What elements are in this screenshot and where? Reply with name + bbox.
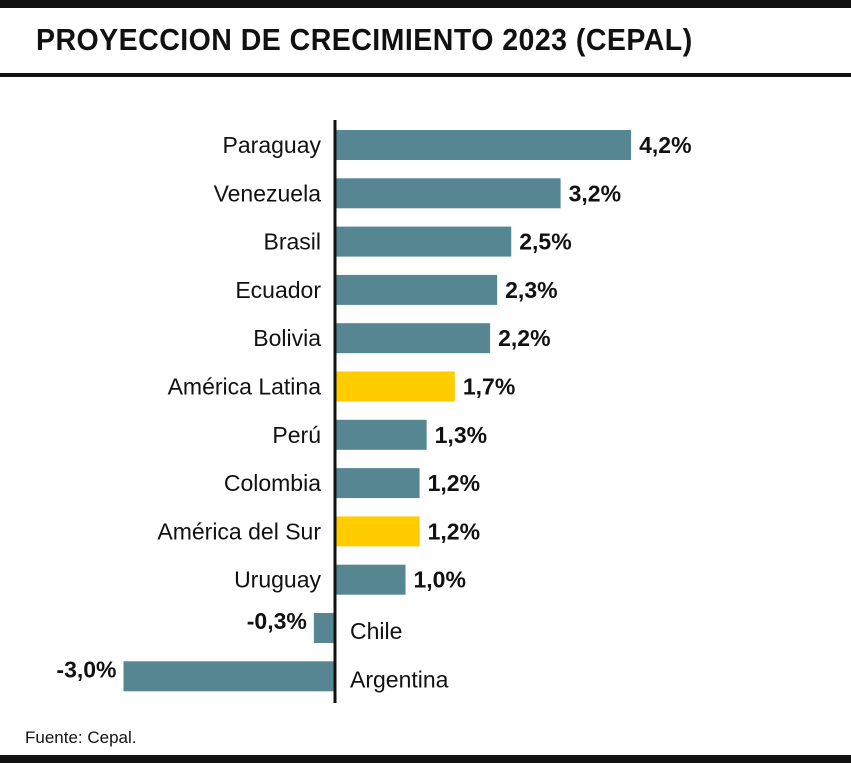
top-rule <box>0 0 851 8</box>
value-label-peru: 1,3% <box>435 422 487 448</box>
bottom-rule <box>0 755 851 763</box>
bar-brasil <box>335 226 512 257</box>
chart-title: PROYECCION DE CRECIMIENTO 2023 (CEPAL) <box>36 22 693 57</box>
category-label-paraguay: Paraguay <box>223 132 322 158</box>
value-label-paraguay: 4,2% <box>639 132 691 158</box>
category-label-america-latina: América Latina <box>168 374 322 400</box>
source-note: Fuente: Cepal. <box>25 728 137 747</box>
bar-peru <box>335 419 427 450</box>
bar-chile <box>313 613 335 643</box>
category-label-chile: Chile <box>350 618 402 644</box>
value-label-argentina: -3,0% <box>56 656 116 682</box>
bar-argentina <box>123 661 335 692</box>
bar-venezuela <box>335 178 561 209</box>
title-rule <box>0 73 851 77</box>
category-label-argentina: Argentina <box>350 666 449 692</box>
bar-ecuador <box>335 274 498 305</box>
value-label-uruguay: 1,0% <box>414 567 466 593</box>
value-label-ecuador: 2,3% <box>505 277 557 303</box>
category-label-colombia: Colombia <box>224 470 321 496</box>
bar-uruguay <box>335 564 406 595</box>
value-label-bolivia: 2,2% <box>498 325 550 351</box>
category-label-brasil: Brasil <box>263 229 321 255</box>
bar-paraguay <box>335 130 632 160</box>
labels-group: Paraguay 4,2% Venezuela 3,2% Brasil 2,5% Ecuad… <box>56 132 691 692</box>
value-label-colombia: 1,2% <box>428 470 480 496</box>
category-label-uruguay: Uruguay <box>234 567 321 593</box>
value-label-venezuela: 3,2% <box>569 180 621 206</box>
category-label-ecuador: Ecuador <box>235 277 321 303</box>
value-label-brasil: 2,5% <box>519 229 571 255</box>
category-label-america-del-sur: América del Sur <box>157 518 321 544</box>
bar-america-del-sur <box>335 516 420 547</box>
category-label-peru: Perú <box>272 422 321 448</box>
value-label-america-latina: 1,7% <box>463 374 515 400</box>
bar-america-latina <box>335 371 455 402</box>
value-label-chile: -0,3% <box>247 608 307 634</box>
bar-bolivia <box>335 323 491 354</box>
category-label-venezuela: Venezuela <box>214 180 322 206</box>
bar-colombia <box>335 468 420 499</box>
category-label-bolivia: Bolivia <box>253 325 321 351</box>
bars-group <box>123 130 632 692</box>
value-label-america-del-sur: 1,2% <box>428 518 480 544</box>
